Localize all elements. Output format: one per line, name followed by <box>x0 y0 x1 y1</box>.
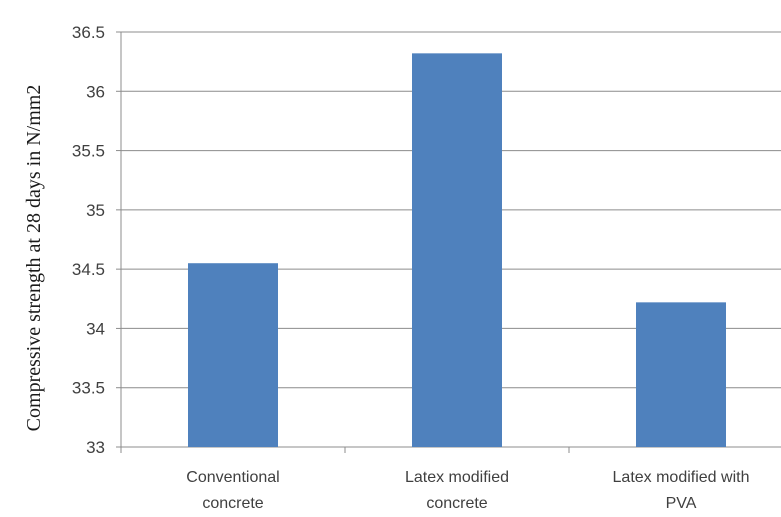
y-tick-label: 36.5 <box>72 23 105 42</box>
x-category-label: Conventional <box>186 469 279 486</box>
y-tick-label: 36 <box>86 82 105 101</box>
y-axis-title: Compressive strength at 28 days in N/mm2 <box>23 85 45 432</box>
y-tick-label: 33.5 <box>72 379 105 398</box>
y-tick-label: 35 <box>86 201 105 220</box>
y-tick-label: 35.5 <box>72 142 105 161</box>
x-category-label: Latex modified with <box>613 469 750 486</box>
y-tick-labels: 33 33.5 34 34.5 35 35.5 36 36.5 <box>72 23 105 457</box>
x-category-labels: Conventional concrete Latex modified concre… <box>186 469 749 512</box>
y-tick-label: 34 <box>86 319 105 338</box>
x-category-label: PVA <box>666 495 697 512</box>
y-tick-label: 33 <box>86 438 105 457</box>
bar <box>188 263 278 447</box>
y-tick-label: 34.5 <box>72 260 105 279</box>
x-category-label: concrete <box>202 495 263 512</box>
bars <box>188 53 726 447</box>
bar <box>636 302 726 447</box>
x-category-label: Latex modified <box>405 469 509 486</box>
x-category-label: concrete <box>426 495 487 512</box>
bar <box>412 53 502 447</box>
